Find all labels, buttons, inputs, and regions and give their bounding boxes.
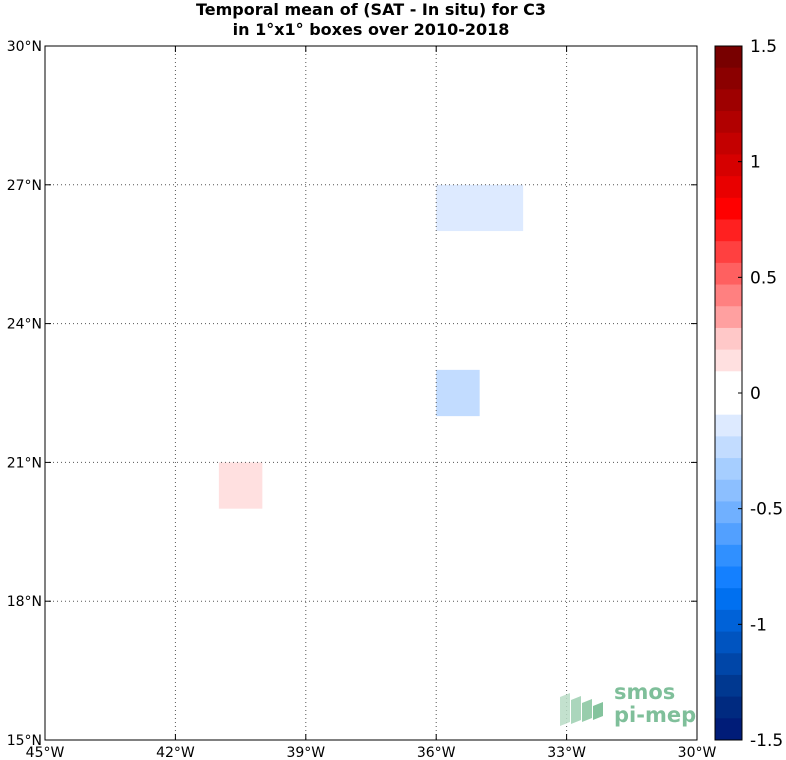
x-tick-label: 36°W: [417, 745, 456, 760]
colorbar-tick-label: 1.5: [750, 37, 777, 57]
heatmap-cells: [218, 184, 524, 509]
colorbar-segment: [715, 46, 742, 69]
colorbar-segment: [715, 609, 742, 633]
colorbar-tick-label: -0.5: [750, 500, 783, 520]
y-tick-label: 24°N: [7, 317, 42, 333]
logo-mark-slice: [582, 699, 592, 722]
chart-title: Temporal mean of (SAT - In situ) for C3 …: [45, 0, 697, 40]
colorbar-tick-label: 1: [750, 153, 761, 173]
colorbar-segment: [715, 371, 742, 394]
x-tick-label: 33°W: [547, 745, 586, 760]
logo-mark-slice: [560, 693, 570, 726]
x-tick-label: 39°W: [286, 745, 325, 760]
colorbar-segment: [715, 674, 742, 698]
colorbar-tick-label: -1: [750, 615, 767, 635]
x-tick-label: 42°W: [156, 745, 195, 760]
map-plot-area: smos pi-mep: [44, 45, 698, 741]
y-tick-label: 21°N: [7, 455, 42, 471]
colorbar-segment: [715, 306, 742, 329]
colorbar-segment: [715, 327, 742, 351]
logo-mark-slice: [571, 696, 581, 724]
colorbar-segment: [715, 653, 742, 676]
x-tick-label: 45°W: [26, 745, 65, 760]
colorbar-segment: [715, 479, 742, 502]
logo-mark-icon: [560, 693, 603, 726]
colorbar: 1.5 1 0.5 0 -0.5 -1 -1.5: [714, 37, 783, 751]
map-frame: [44, 45, 698, 741]
x-tick-label: 30°W: [678, 745, 717, 760]
logo-text-smos: smos: [614, 680, 675, 704]
colorbar-segment: [715, 176, 742, 199]
logo-mark-slice: [593, 702, 603, 720]
map-gridlines: [45, 46, 697, 740]
colorbar-segment: [715, 588, 742, 611]
colorbar-segment: [715, 544, 742, 567]
colorbar-segment: [715, 393, 742, 416]
colorbar-segment: [715, 523, 742, 546]
map-background: [45, 46, 697, 740]
colorbar-tick-label: 0: [750, 384, 761, 404]
colorbar-tick-label: 0.5: [750, 268, 777, 288]
smos-pi-mep-logo: smos pi-mep: [560, 680, 696, 727]
colorbar-segment: [715, 132, 742, 155]
colorbar-segment: [715, 154, 742, 177]
chart-title-line-2: in 1°x1° boxes over 2010-2018: [232, 20, 510, 39]
logo-text-pi-mep: pi-mep: [614, 703, 696, 727]
colorbar-segment: [715, 284, 742, 307]
heatmap-cell: [436, 184, 524, 232]
colorbar-segment: [715, 241, 742, 264]
colorbar-tick-label: -1.5: [750, 731, 783, 751]
colorbar-segment: [715, 349, 742, 372]
colorbar-segment: [715, 197, 742, 220]
colorbar-segment: [715, 262, 742, 286]
colorbar-segment: [715, 458, 742, 481]
y-axis-ticks: 15°N 18°N 21°N 24°N 27°N 30°N: [7, 39, 697, 749]
colorbar-segment: [715, 501, 742, 524]
colorbar-segment: [715, 718, 742, 741]
y-tick-label: 27°N: [7, 178, 42, 194]
y-tick-label: 30°N: [7, 39, 42, 55]
colorbar-segment: [715, 219, 742, 242]
heatmap-cell: [436, 369, 480, 417]
chart-title-line-1: Temporal mean of (SAT - In situ) for C3: [195, 0, 547, 19]
y-tick-label: 18°N: [7, 594, 42, 610]
colorbar-segment: [715, 89, 742, 112]
colorbar-segment: [715, 566, 742, 589]
colorbar-segment: [715, 414, 742, 437]
colorbar-segment: [715, 111, 742, 134]
colorbar-segment: [715, 67, 742, 90]
colorbar-segment: [715, 631, 742, 654]
colorbar-segment: [715, 696, 742, 719]
y-tick-label: 15°N: [7, 733, 42, 749]
colorbar-segment: [715, 436, 742, 459]
heatmap-cell: [218, 462, 263, 509]
x-axis-ticks: 45°W 42°W 39°W 36°W 33°W 30°W: [26, 46, 717, 760]
